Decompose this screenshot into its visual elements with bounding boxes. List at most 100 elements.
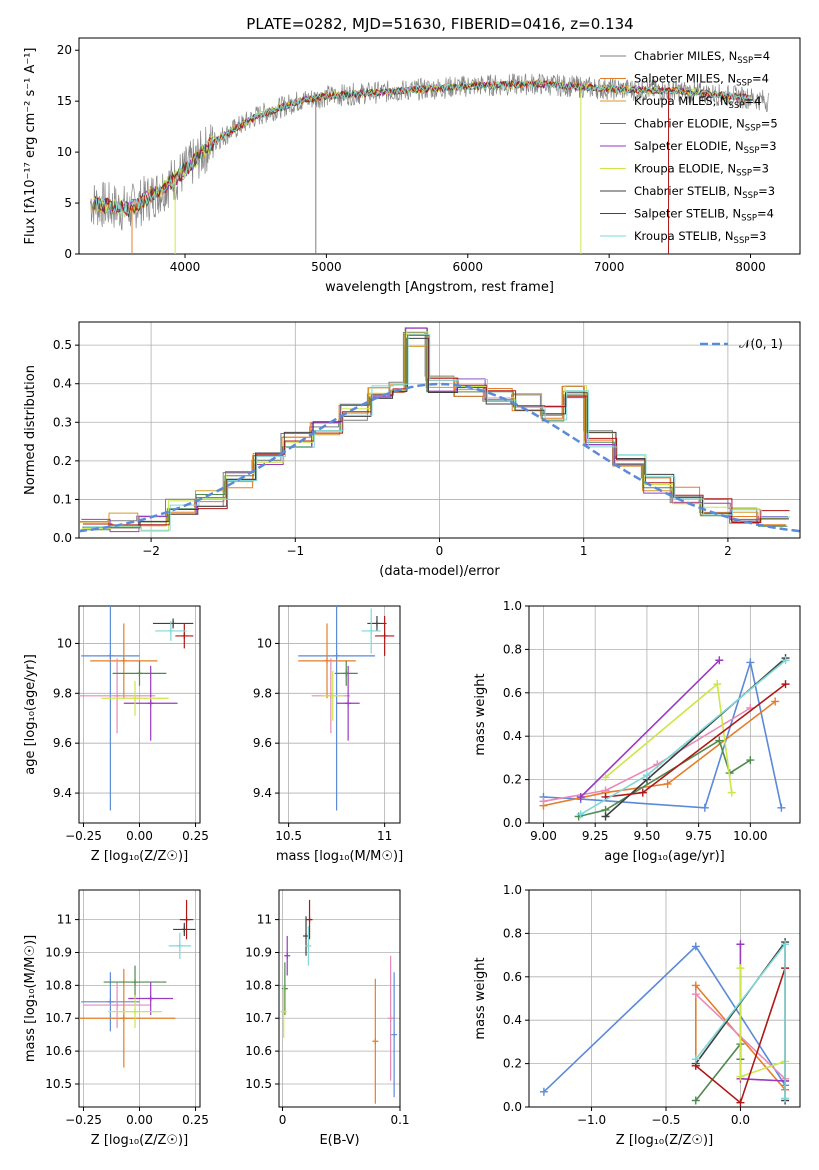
legend-label: Chabrier ELODIE, NSSP=5: [634, 117, 778, 134]
data-point: [781, 656, 790, 665]
legend-label: Salpeter ELODIE, NSSP=3: [634, 139, 777, 156]
legend-suffix: =3: [749, 229, 766, 243]
y-tick-label: 0.0: [503, 1100, 522, 1114]
data-point: [368, 627, 375, 634]
axes-frame: [278, 605, 401, 824]
x-tick-label: 11: [377, 829, 392, 843]
x-axis-label: Z [log₁₀(Z/Z☉)]: [91, 1133, 188, 1148]
data-point: [387, 1015, 394, 1022]
legend-suffix: =4: [753, 49, 770, 63]
data-point: [114, 1002, 121, 1009]
y-tick-label: 9.8: [253, 686, 272, 700]
x-tick-label: 9.50: [634, 829, 661, 843]
plot-area: [79, 899, 196, 1068]
data-point: [727, 788, 736, 797]
data-point: [691, 981, 700, 990]
data-point: [391, 1031, 398, 1038]
x-tick-label: 7000: [594, 260, 625, 274]
legend-suffix: =4: [744, 94, 761, 108]
x-tick-label: 5000: [311, 260, 342, 274]
y-tick-label: 0.2: [503, 773, 522, 787]
y-axis-label: mass [log₁₀(M/M☉)]: [23, 935, 38, 1062]
data-point: [663, 779, 672, 788]
x-tick-label: 2: [724, 544, 732, 558]
x-tick-label: 0.25: [182, 1113, 209, 1127]
x-tick-label: 10.5: [275, 829, 302, 843]
data-point: [147, 995, 154, 1002]
y-tick-label: 10.8: [45, 978, 72, 992]
legend-label: Chabrier STELIB, NSSP=3: [634, 184, 775, 201]
y-tick-label: 10: [57, 145, 72, 159]
plot-area: [298, 606, 395, 811]
data-point: [781, 1094, 790, 1103]
plot-area: [539, 938, 790, 1107]
y-tick-label: 9.6: [253, 736, 272, 750]
y-tick-label: 10.7: [245, 1011, 272, 1025]
legend-label: 𝒩(0, 1): [739, 337, 783, 351]
y-tick-label: 9.4: [253, 786, 272, 800]
data-point: [691, 1055, 700, 1064]
data-point: [136, 670, 143, 677]
data-point: [372, 1038, 379, 1045]
histogram-step: [80, 345, 787, 523]
chart-spectrum: 4000 5000 6000 7000 8000 0 5 10 15 20 wavelength […: [23, 37, 801, 295]
data-point: [700, 803, 709, 812]
data-point: [736, 940, 745, 949]
legend-label: Kroupa STELIB, NSSP=3: [634, 229, 766, 246]
x-tick-label: 0.00: [126, 1113, 153, 1127]
legend-label: Salpeter MILES, NSSP=4: [634, 72, 769, 89]
x-tick-label: −0.25: [65, 829, 102, 843]
x-axis-label: wavelength [Angstrom, rest frame]: [325, 280, 554, 295]
data-point: [132, 695, 139, 702]
x-tick-label: 6000: [453, 260, 484, 274]
y-tick-label: 10.6: [245, 1044, 272, 1058]
y-axis-label: mass weight: [473, 673, 488, 755]
y-tick-label: 9.6: [53, 736, 72, 750]
data-point: [715, 656, 724, 665]
legend-suffix: =4: [757, 207, 774, 221]
data-point: [715, 736, 724, 745]
x-axis-label: Z [log₁₀(Z/Z☉)]: [616, 1133, 713, 1148]
y-tick-label: 10.8: [245, 978, 272, 992]
y-tick-label: 0.1: [53, 492, 72, 506]
plot-area: [539, 654, 790, 821]
data-point: [691, 990, 700, 999]
x-axis-label: (data-model)/error: [379, 564, 500, 579]
x-tick-label: −2: [142, 544, 160, 558]
data-point: [601, 812, 610, 821]
y-tick-label: 0.5: [53, 338, 72, 352]
x-tick-label: 0.1: [390, 1113, 409, 1127]
data-point: [601, 773, 610, 782]
x-tick-label: 10.00: [733, 829, 767, 843]
chart-mass_vs_z: −0.25 0.00 0.25 10.5 10.6 10.7 10.8 10.9 11 Z [lo…: [23, 889, 209, 1148]
data-point: [777, 803, 786, 812]
legend-label: Chabrier MILES, NSSP=4: [634, 49, 770, 66]
x-tick-label: −1: [286, 544, 304, 558]
data-point: [736, 1072, 745, 1081]
legend-label: Salpeter STELIB, NSSP=4: [634, 207, 774, 224]
y-axis-label: Normed distribution: [23, 365, 38, 495]
legend-subscript: SSP: [742, 191, 758, 201]
legend-label: Kroupa ELODIE, NSSP=3: [634, 162, 769, 179]
plot-area: [79, 327, 800, 533]
axes-frame: [78, 37, 801, 255]
series-line: [580, 659, 720, 798]
data-point: [281, 985, 288, 992]
x-tick-label: 9.25: [582, 829, 609, 843]
series-line: [739, 968, 786, 1078]
chart-age_vs_z: −0.25 0.00 0.25 9.4 9.6 9.8 10 Z [log₁₀(Z/Z☉)] a…: [23, 605, 209, 864]
data-point: [329, 692, 336, 699]
legend-suffix: =4: [752, 72, 769, 86]
x-tick-label: 8000: [735, 260, 766, 274]
data-point: [539, 1087, 548, 1096]
series-line: [739, 944, 786, 1082]
data-point: [107, 998, 114, 1005]
legend-suffix: =3: [752, 162, 769, 176]
data-point: [781, 680, 790, 689]
x-axis-label: mass [log₁₀(M/M☉)]: [276, 849, 403, 864]
y-axis-label: Flux [fλ10⁻¹⁷ erg cm⁻² s⁻¹ A⁻¹]: [23, 48, 38, 245]
y-tick-label: 11: [57, 913, 72, 927]
x-tick-label: 9.75: [685, 829, 712, 843]
axes-frame: [528, 605, 801, 824]
